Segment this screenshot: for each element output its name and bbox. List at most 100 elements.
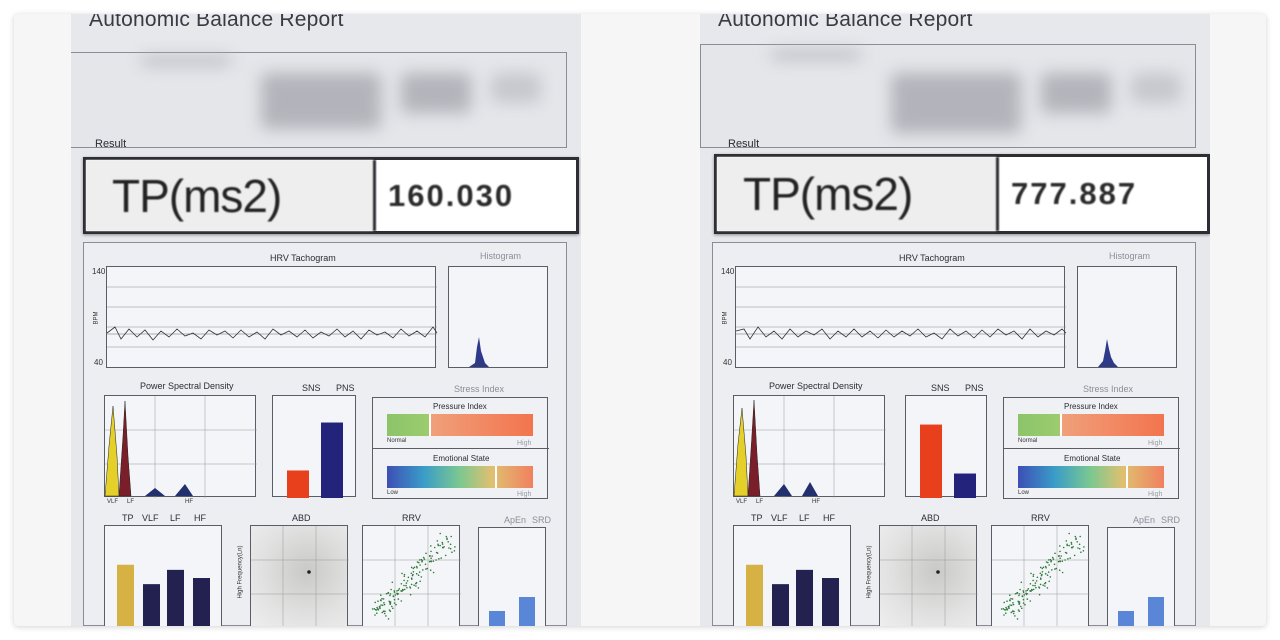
rrv-point <box>415 582 417 585</box>
rrv-point <box>1082 550 1085 552</box>
rrv-point <box>385 615 387 617</box>
rrv-point <box>396 590 398 592</box>
rrv-point <box>375 609 378 611</box>
hf-bar <box>193 578 210 626</box>
emotional-marker <box>495 466 498 488</box>
rrv-point <box>448 547 450 549</box>
pressure-high-label: High <box>517 440 532 447</box>
rrv-point <box>1020 581 1023 584</box>
bands-bar-plot <box>117 564 210 626</box>
rrv-point <box>1018 594 1020 597</box>
rrv-point <box>1080 551 1082 553</box>
rrv-point <box>1026 598 1029 600</box>
rrv-point <box>439 544 441 547</box>
abd-plot <box>251 526 349 626</box>
result-label: Result <box>728 138 760 150</box>
rrv-point <box>415 585 417 587</box>
rrv-point <box>1009 599 1011 602</box>
rrv-point <box>432 560 435 562</box>
rrv-point <box>1032 584 1034 587</box>
rrv-point <box>1022 591 1025 593</box>
rrv-point <box>393 591 396 593</box>
rrv-point <box>444 554 447 557</box>
rrv-point <box>1044 573 1047 575</box>
rrv-point <box>419 559 421 561</box>
report-photo-right: Autonomic Balance Report Result TP(ms2) … <box>700 14 1210 626</box>
apen-srd-plot <box>489 597 535 626</box>
histogram-title: Histogram <box>1109 251 1151 261</box>
rrv-point <box>412 573 414 576</box>
histogram-chart <box>1077 266 1177 368</box>
rrv-point <box>1014 593 1017 595</box>
rrv-point <box>400 583 403 585</box>
sns-label: SNS <box>931 383 950 393</box>
rrv-point <box>410 572 413 575</box>
rrv-point <box>419 580 421 583</box>
rrv-point <box>1017 600 1019 603</box>
stress-divider <box>1004 448 1180 449</box>
rrv-point <box>440 557 442 559</box>
rrv-point <box>1018 593 1021 595</box>
rrv-point <box>1041 573 1043 576</box>
stress-divider <box>373 448 549 449</box>
patient-info-box <box>71 52 567 148</box>
rrv-point <box>1003 614 1005 616</box>
rrv-point <box>428 560 431 563</box>
rrv-point <box>1070 541 1073 544</box>
rrv-point <box>1010 597 1012 600</box>
rrv-point <box>429 555 431 557</box>
abd-y-axis-label: High Frequency(Ln) <box>866 545 873 599</box>
rrv-point <box>1023 594 1026 596</box>
rrv-point <box>383 603 386 606</box>
histogram-chart <box>448 266 548 368</box>
blurred-info-2 <box>1041 73 1111 113</box>
rrv-point <box>1003 601 1005 604</box>
rrv-point <box>438 558 440 560</box>
emotional-marker <box>1126 466 1129 488</box>
abd-title: ABD <box>921 513 940 523</box>
rrv-point <box>1060 555 1062 557</box>
band-label-vlf: VLF <box>771 513 788 523</box>
apen-srd-chart <box>1107 527 1175 626</box>
rrv-point <box>387 591 390 594</box>
rrv-point <box>1002 608 1005 610</box>
rrv-point <box>406 580 409 582</box>
rrv-point <box>1045 561 1048 563</box>
rrv-point <box>1065 540 1068 542</box>
patient-info-box <box>700 44 1196 148</box>
rrv-point <box>1068 544 1070 547</box>
rrv-plot <box>363 526 461 626</box>
rrv-point <box>1058 569 1061 571</box>
lf-bar <box>796 569 813 626</box>
pns-label: PNS <box>336 383 355 393</box>
rrv-point <box>1032 575 1035 577</box>
rrv-point <box>389 593 392 595</box>
pns-bar <box>321 422 343 498</box>
blurred-info-2 <box>401 73 471 113</box>
rrv-point <box>418 571 421 573</box>
rrv-point <box>420 576 423 578</box>
pressure-gauge <box>387 414 533 436</box>
rrv-point <box>435 551 438 554</box>
rrv-point <box>391 581 394 584</box>
rrv-point <box>374 614 376 616</box>
rrv-point <box>393 602 396 604</box>
rrv-point <box>1051 556 1054 559</box>
rrv-point <box>437 543 439 546</box>
rrv-point <box>1016 591 1019 594</box>
sns-bar <box>920 424 942 498</box>
emotional-high-label: High <box>1148 491 1163 498</box>
rrv-point <box>403 573 406 576</box>
rrv-point <box>1036 576 1039 579</box>
rrv-point <box>1035 586 1037 589</box>
sns-bar <box>287 470 309 498</box>
rrv-point <box>1021 607 1023 610</box>
histogram-title: Histogram <box>480 251 522 261</box>
rrv-point <box>421 559 424 562</box>
rrv-point <box>407 576 410 579</box>
rrv-point <box>418 561 420 564</box>
rrv-point <box>388 609 391 611</box>
tp-label: TP(ms2) <box>717 157 999 231</box>
rrv-point <box>403 575 406 577</box>
emotional-state-title: Emotional State <box>433 454 490 463</box>
